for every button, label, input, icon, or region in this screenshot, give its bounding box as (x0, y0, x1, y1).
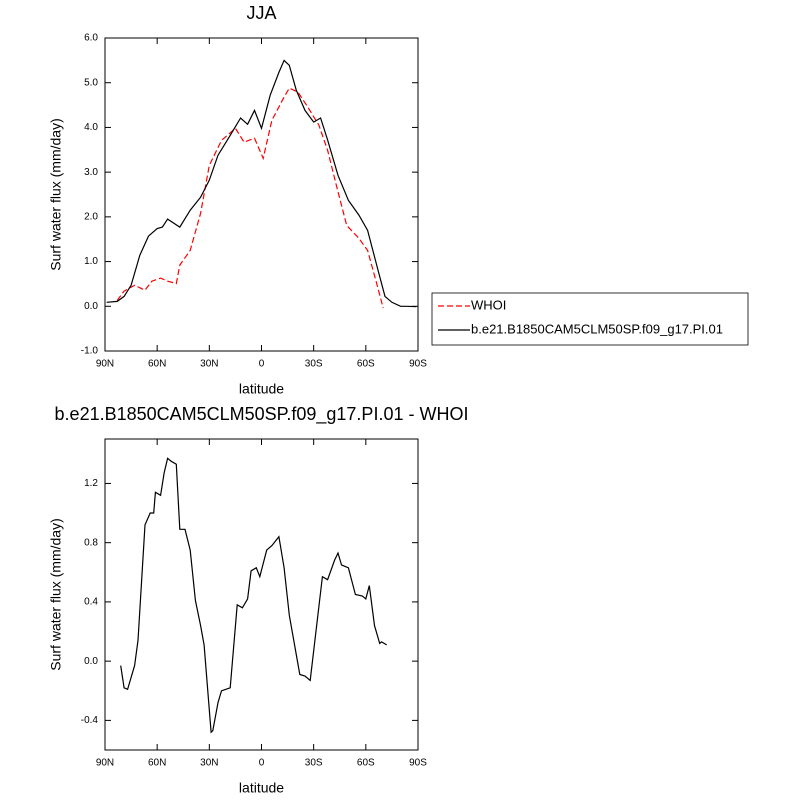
x-tick-label: 30S (305, 359, 323, 370)
x-axis-label: latitude (239, 780, 284, 796)
data-line (106, 59, 417, 308)
data-line (120, 457, 387, 734)
chart-title: b.e21.B1850CAM5CLM50SP.f09_g17.PI.01 - W… (55, 404, 469, 425)
y-tick-label: 5.0 (84, 77, 98, 88)
x-tick-label: 60N (148, 758, 166, 769)
legend-label: b.e21.B1850CAM5CLM50SP.f09_g17.PI.01 (471, 321, 723, 336)
x-tick-label: 90S (409, 359, 427, 370)
legend-frame (431, 292, 749, 346)
y-tick-label: -0.4 (81, 715, 99, 726)
x-tick-label: 60S (357, 359, 375, 370)
x-tick-label: 90N (96, 758, 114, 769)
chart-title: JJA (246, 3, 276, 23)
y-tick-label: 4.0 (84, 122, 98, 133)
y-tick-label: 1.2 (84, 478, 98, 489)
y-tick-label: 1.0 (84, 256, 98, 267)
y-tick-label: 0.0 (84, 301, 98, 312)
x-tick-label: 0 (259, 758, 265, 769)
y-tick-label: -1.0 (81, 346, 99, 357)
plot-frame (104, 37, 419, 352)
x-tick-label: 0 (259, 359, 265, 370)
x-tick-label: 30N (200, 758, 218, 769)
x-tick-label: 30N (200, 359, 218, 370)
y-tick-label: 6.0 (84, 33, 98, 44)
x-tick-label: 30S (305, 758, 323, 769)
y-tick-label: 0.8 (84, 537, 98, 548)
y-axis-label: Surf water flux (mm/day) (48, 518, 64, 670)
data-line (116, 87, 384, 309)
y-tick-label: 0.4 (84, 597, 98, 608)
x-axis-label: latitude (239, 381, 284, 397)
x-tick-label: 60S (357, 758, 375, 769)
y-axis-label: Surf water flux (mm/day) (48, 118, 64, 270)
legend-label: WHOI (471, 297, 506, 312)
x-tick-label: 60N (148, 359, 166, 370)
y-tick-label: 3.0 (84, 167, 98, 178)
y-tick-label: 2.0 (84, 211, 98, 222)
x-tick-label: 90S (409, 758, 427, 769)
plot: b.e21.B1850CAM5CLM50SP.f09_g17.PI.01 - W… (48, 404, 469, 796)
x-tick-label: 90N (96, 359, 114, 370)
plot: JJA latitude Surf water flux (mm/day) 90N 60… (48, 3, 749, 397)
y-tick-label: 0.0 (84, 656, 98, 667)
